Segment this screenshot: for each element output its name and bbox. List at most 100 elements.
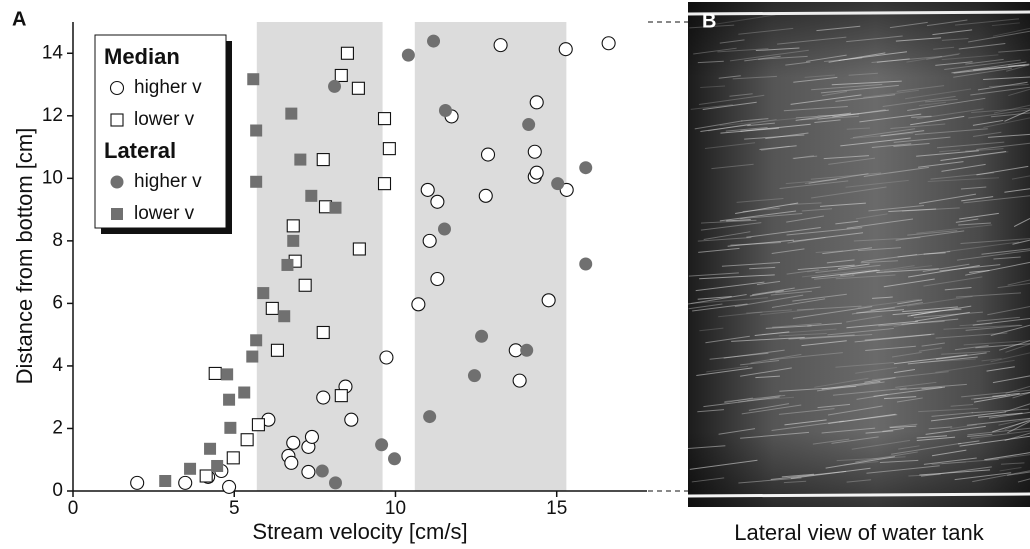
streak: [923, 457, 977, 465]
circle-marker: [430, 271, 445, 287]
streak: [770, 290, 812, 296]
streak: [967, 433, 993, 437]
streak: [860, 260, 898, 264]
square-marker: [351, 81, 365, 95]
streak: [895, 230, 965, 241]
streak: [993, 104, 1030, 114]
streak: [920, 466, 992, 477]
streak: [916, 436, 956, 442]
circle-marker: [529, 165, 544, 180]
streak: [918, 161, 964, 168]
streak: [895, 37, 942, 42]
streak: [882, 427, 905, 432]
y-tick-label: 6: [52, 292, 63, 313]
streak: [894, 369, 916, 374]
streak: [899, 383, 967, 391]
streak: [889, 425, 917, 429]
streak: [972, 119, 1004, 126]
streak: [740, 367, 792, 377]
streak: [953, 67, 1012, 78]
streak: [846, 479, 872, 483]
streak: [786, 215, 824, 223]
streak: [852, 128, 916, 139]
legend-group: Median: [104, 44, 180, 69]
streak: [691, 477, 725, 483]
streak: [864, 333, 935, 341]
streak: [709, 352, 769, 360]
streak: [871, 371, 949, 381]
streak: [746, 309, 792, 314]
streak: [821, 427, 876, 434]
streak: [785, 178, 837, 185]
square-marker: [204, 442, 217, 455]
circle-marker: [579, 257, 593, 271]
streak: [991, 22, 1020, 27]
streak: [897, 299, 923, 305]
streak: [721, 261, 781, 267]
streak: [916, 150, 979, 157]
streak: [692, 303, 748, 312]
circle-marker: [379, 350, 394, 365]
streak: [725, 127, 768, 132]
streak: [740, 123, 811, 132]
streak: [896, 397, 923, 403]
streak: [816, 381, 885, 392]
circle-marker: [328, 79, 342, 93]
square-marker: [352, 242, 366, 256]
tank-bottom-edge: [687, 492, 1030, 498]
streak: [926, 19, 968, 27]
y-axis-label: Distance from bottom [cm]: [12, 128, 37, 385]
streak: [700, 222, 762, 231]
streak: [853, 237, 921, 242]
streak: [687, 445, 726, 450]
y-tick-label: 12: [42, 105, 63, 126]
streak: [992, 392, 1020, 397]
streak: [765, 325, 812, 329]
streak: [795, 115, 818, 119]
streak: [940, 150, 1007, 161]
streak: [1004, 403, 1030, 413]
y-tick-label: 2: [52, 417, 63, 438]
streak: [891, 351, 922, 358]
streak: [916, 224, 993, 234]
streak: [1004, 188, 1030, 193]
photo-shade: [688, 2, 1030, 507]
streak: [718, 311, 763, 318]
streak: [778, 408, 835, 415]
y-tick-label: 4: [52, 355, 63, 376]
streak: [723, 349, 785, 359]
streak: [817, 403, 851, 409]
square-marker: [250, 124, 263, 137]
streak: [845, 179, 909, 188]
streak: [735, 202, 799, 215]
streak: [786, 269, 819, 275]
streak: [828, 157, 876, 165]
streak: [941, 461, 966, 465]
streak: [771, 420, 844, 431]
streak: [882, 95, 956, 107]
streak: [737, 394, 781, 403]
streak: [856, 393, 888, 400]
streak: [878, 320, 945, 327]
panel-label: B: [702, 10, 716, 32]
square-marker: [281, 258, 294, 271]
streak: [688, 303, 723, 310]
streak: [835, 274, 896, 280]
square-marker: [251, 418, 265, 432]
streak: [981, 248, 1030, 255]
streak: [889, 21, 928, 29]
streak: [873, 386, 946, 397]
streak: [700, 124, 751, 133]
streak: [740, 360, 780, 366]
streak: [955, 218, 979, 223]
streak: [961, 389, 1030, 398]
streak: [985, 454, 1030, 461]
tank-top-edge: [687, 10, 1030, 16]
streak: [792, 155, 818, 159]
circle-marker: [328, 476, 342, 490]
streak: [926, 53, 959, 60]
square-marker: [265, 301, 279, 315]
streak: [906, 52, 961, 63]
square-marker: [305, 189, 318, 202]
streak: [827, 405, 883, 416]
